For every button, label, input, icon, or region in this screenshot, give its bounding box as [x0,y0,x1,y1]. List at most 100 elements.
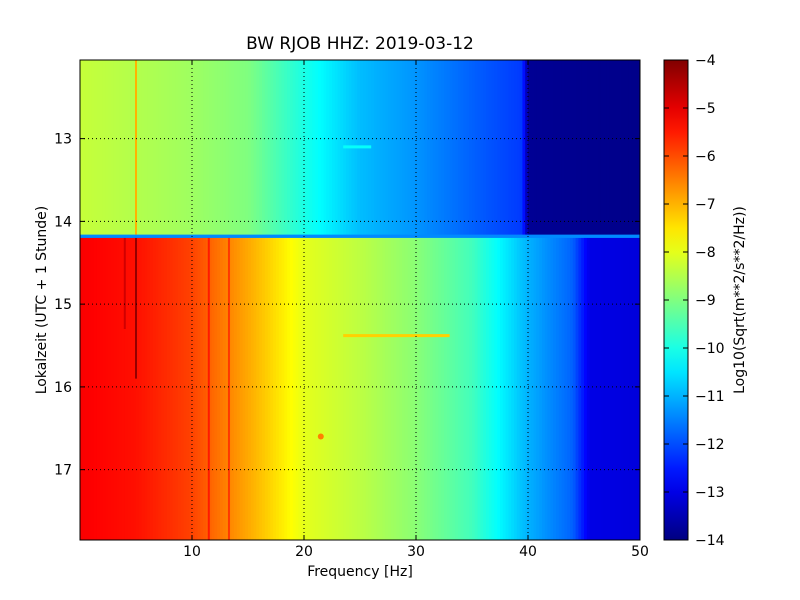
heatmap-cell [427,236,431,540]
heatmap-layer [80,60,640,540]
heatmap-cell [586,60,591,237]
heatmap-cell [164,60,168,237]
heatmap-cell [214,236,218,540]
heatmap-cell [334,60,339,237]
colorbar-tick-label: −7 [695,197,716,213]
heatmap-cell [206,236,210,540]
heatmap-cell [410,236,414,540]
heatmap-cell [105,60,109,237]
heatmap-cell [253,236,257,540]
heatmap-cell [161,60,165,237]
heatmap-cell [614,236,619,540]
heatmap-cell [351,236,355,540]
heatmap-cell [598,236,602,540]
heatmap-cell [530,60,535,237]
heatmap-cell [362,236,367,540]
heatmap-cell [500,60,504,237]
heatmap-cell [595,60,599,237]
heatmap-cell [458,60,462,237]
colorbar-label: Log10(Sqrt(m**2/s**2/Hz)) [732,206,748,394]
heatmap-cell [388,60,392,237]
heatmap-cell [113,60,117,237]
heatmap-cell [371,236,375,540]
heatmap-cell [225,236,229,540]
heatmap-cell [130,60,134,237]
heatmap-cell [124,60,129,237]
heatmap-cell [203,60,207,237]
heatmap-cell [404,236,409,540]
heatmap-cell [522,236,526,540]
heatmap-cell [502,236,507,540]
heatmap-cell [175,60,179,237]
heatmap-cell [410,60,414,237]
heatmap-cell [298,60,302,237]
heatmap-cell [407,236,411,540]
heatmap-cell [452,60,456,237]
heatmap-cell [438,60,442,237]
y-tick-label: 15 [54,297,72,313]
heatmap-cell [136,60,140,237]
heatmap-cell [136,236,140,540]
heatmap-cell [119,60,123,237]
heatmap-cell [402,60,406,237]
heatmap-cell [441,60,445,237]
heatmap-cell [432,60,437,237]
heatmap-cell [264,236,269,540]
heatmap-cell [544,236,549,540]
heatmap-cell [284,60,288,237]
heatmap-cell [295,60,299,237]
heatmap-cell [578,236,582,540]
heatmap-cell [147,236,151,540]
heatmap-cell [102,60,106,237]
heatmap-cell [402,236,406,540]
heatmap-cell [267,60,271,237]
heatmap-cell [295,236,299,540]
heatmap-cell [315,236,319,540]
heatmap-cell [150,60,154,237]
heatmap-cell [332,60,336,237]
heatmap-cell [525,236,529,540]
heatmap-cell [278,236,283,540]
heatmap-cell [603,236,607,540]
heatmap-cell [141,236,145,540]
segment-1 [80,236,640,540]
heatmap-cell [158,60,162,237]
heatmap-cell [542,236,546,540]
heatmap-cell [178,60,182,237]
heatmap-cell [469,236,473,540]
heatmap-cell [598,60,602,237]
heatmap-cell [385,60,389,237]
heatmap-cell [164,236,168,540]
heatmap-cell [312,60,316,237]
heatmap-cell [192,60,196,237]
heatmap-cell [472,236,476,540]
heatmap-cell [290,60,294,237]
heatmap-cell [581,236,585,540]
heatmap-cell [628,60,633,237]
heatmap-cell [393,60,397,237]
heatmap-cell [248,236,252,540]
heatmap-cell [466,236,470,540]
heatmap-cell [203,236,207,540]
heatmap-cell [421,236,425,540]
spectral-spot [317,433,324,440]
heatmap-cell [631,236,635,540]
heatmap-cell [200,236,204,540]
heatmap-cell [234,236,238,540]
heatmap-cell [634,236,638,540]
heatmap-cell [152,236,157,540]
heatmap-cell [88,236,92,540]
heatmap-cell [374,236,378,540]
heatmap-cell [80,60,84,237]
heatmap-cell [99,236,103,540]
heatmap-cell [147,60,151,237]
heatmap-cell [256,236,260,540]
heatmap-cell [399,60,403,237]
heatmap-cell [161,236,165,540]
colorbar-tick-label: −13 [695,485,725,501]
heatmap-cell [617,236,621,540]
heatmap-cell [127,60,131,237]
heatmap-cell [113,236,117,540]
heatmap-cell [626,60,630,237]
colorbar-ticks: −4 −5 −6 −7 −8 −9 −10 −11 −12 −13 −14 [664,53,725,549]
